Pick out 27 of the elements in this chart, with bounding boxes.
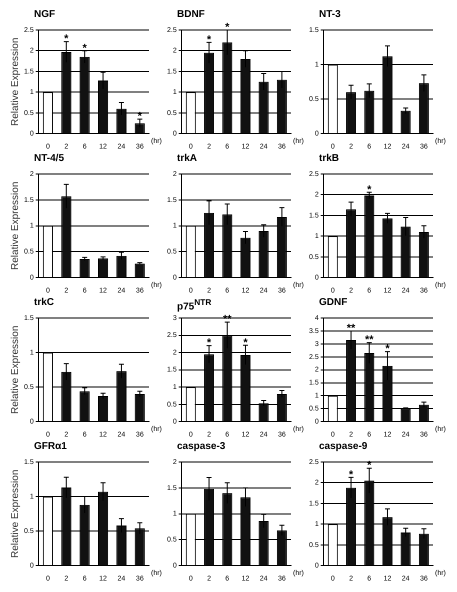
chart-title: NT-3 (318, 8, 342, 21)
annotation: ** (364, 334, 374, 346)
chart-title: trkA (176, 152, 198, 165)
y-axis-title: Relative Expression (10, 326, 21, 414)
annotation: * (385, 343, 390, 356)
chart-title: trkC (33, 296, 56, 309)
chart-title: NT-4/5 (33, 152, 66, 165)
y-axis-title: Relative Expression (10, 470, 21, 558)
chart-title: GDNF (318, 296, 348, 309)
chart-title: caspase-3 (176, 440, 226, 453)
annotation: * (243, 336, 248, 349)
annotation: * (82, 42, 88, 54)
chart-title: NGF (33, 8, 56, 21)
annotation: * (206, 337, 212, 350)
chart-title: BDNF (176, 8, 206, 21)
chart-title: caspase-9 (318, 440, 368, 453)
annotation: * (348, 468, 354, 481)
annotation: * (206, 34, 212, 46)
annotation: * (367, 184, 372, 196)
annotation: ** (346, 322, 356, 334)
chart-title: GFRα1 (33, 440, 68, 453)
chart-title: trkB (318, 152, 340, 165)
y-axis-title: Relative Expression (10, 38, 21, 126)
y-axis-title: Relative Expression (10, 182, 21, 270)
chart-title: p75$^{NTR}$ (176, 296, 212, 312)
annotation: * (64, 33, 70, 46)
annotation: * (225, 22, 230, 34)
